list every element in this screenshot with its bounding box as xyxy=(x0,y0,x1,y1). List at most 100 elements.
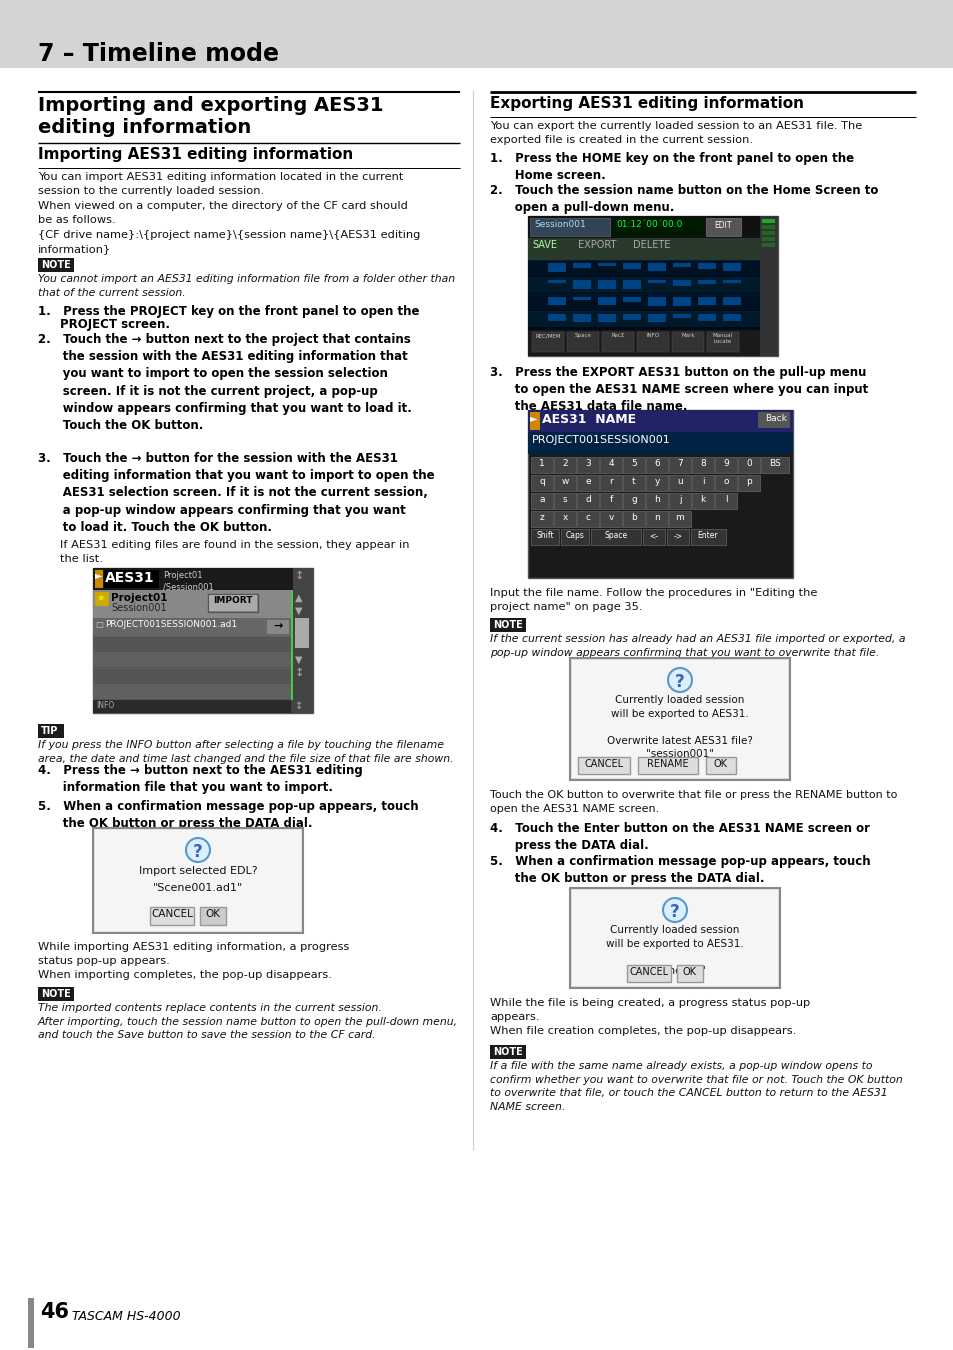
Bar xyxy=(527,310,760,327)
Bar xyxy=(672,315,690,323)
Bar xyxy=(573,279,590,289)
Text: <-: <- xyxy=(649,531,658,540)
Bar xyxy=(572,890,778,986)
Text: REC/MEM: REC/MEM xyxy=(535,333,560,338)
Bar xyxy=(622,512,644,526)
Bar xyxy=(691,475,713,491)
Text: 2: 2 xyxy=(561,459,567,468)
Text: TIP: TIP xyxy=(41,726,58,736)
Text: v: v xyxy=(608,513,613,522)
Bar xyxy=(294,618,309,648)
Bar xyxy=(577,512,598,526)
Text: p: p xyxy=(745,477,751,486)
Bar xyxy=(599,458,621,472)
Text: RecΣ: RecΣ xyxy=(611,333,624,338)
Text: You can export the currently loaded session to an AES31 file. The
exported file : You can export the currently loaded sess… xyxy=(490,122,862,146)
Text: EDIT: EDIT xyxy=(714,221,731,230)
Bar xyxy=(92,636,293,651)
Text: Shift: Shift xyxy=(536,531,554,540)
Text: 1: 1 xyxy=(538,459,544,468)
Bar xyxy=(698,297,716,306)
Text: r: r xyxy=(608,477,612,486)
Bar xyxy=(208,594,257,612)
Text: 0: 0 xyxy=(745,459,751,468)
Text: Mark: Mark xyxy=(680,333,694,338)
Text: c: c xyxy=(585,513,590,522)
Bar xyxy=(95,593,109,606)
Text: Back: Back xyxy=(764,414,786,423)
Text: Caps: Caps xyxy=(565,531,584,540)
Text: CANCEL: CANCEL xyxy=(584,759,623,769)
Text: 4: 4 xyxy=(608,459,613,468)
Bar xyxy=(527,216,778,238)
Circle shape xyxy=(186,838,210,863)
Bar xyxy=(761,238,774,242)
Text: □: □ xyxy=(95,620,103,629)
Bar xyxy=(691,493,713,509)
Text: PROJECT001SESSION001: PROJECT001SESSION001 xyxy=(532,435,670,446)
Text: PROJECT screen.: PROJECT screen. xyxy=(60,319,170,331)
Text: 5: 5 xyxy=(631,459,637,468)
Bar xyxy=(613,217,702,236)
Text: While the file is being created, a progress status pop-up
appears.
When file cre: While the file is being created, a progr… xyxy=(490,998,809,1035)
Bar xyxy=(599,512,621,526)
Bar xyxy=(527,410,792,432)
Bar xyxy=(104,570,159,589)
Bar xyxy=(92,684,293,699)
Text: o: o xyxy=(722,477,728,486)
Bar xyxy=(622,315,640,320)
Bar xyxy=(527,216,778,356)
Bar xyxy=(554,475,576,491)
Bar xyxy=(645,458,667,472)
Bar xyxy=(647,279,665,285)
Bar xyxy=(200,907,226,925)
Bar xyxy=(760,458,788,472)
Text: PROJECT001SESSION001.ad1: PROJECT001SESSION001.ad1 xyxy=(105,620,237,629)
Text: n: n xyxy=(654,513,659,522)
Text: 7: 7 xyxy=(677,459,682,468)
Text: ↕: ↕ xyxy=(294,571,304,580)
Text: If AES31 editing files are found in the session, they appear in
the list.: If AES31 editing files are found in the … xyxy=(60,540,409,563)
Bar xyxy=(527,410,792,578)
Bar xyxy=(531,493,553,509)
Bar xyxy=(760,216,778,356)
Bar xyxy=(668,512,690,526)
Text: ?: ? xyxy=(675,674,684,691)
Text: 5.   When a confirmation message pop-up appears, touch
      the OK button or pr: 5. When a confirmation message pop-up ap… xyxy=(38,801,418,830)
Text: Currently loaded session
will be exported to AES31.

"Scene001": Currently loaded session will be exporte… xyxy=(605,925,743,976)
Text: 2.   Touch the → button next to the project that contains
      the session with: 2. Touch the → button next to the projec… xyxy=(38,333,412,432)
Bar xyxy=(722,263,740,271)
Bar xyxy=(92,652,293,667)
Text: d: d xyxy=(584,495,590,504)
Text: →: → xyxy=(273,621,282,630)
Text: CANCEL: CANCEL xyxy=(629,967,668,977)
Bar xyxy=(622,475,644,491)
Bar xyxy=(698,263,716,271)
Text: ▲: ▲ xyxy=(294,593,302,603)
Bar xyxy=(95,830,301,932)
Bar xyxy=(668,493,690,509)
Text: ->: -> xyxy=(673,531,681,540)
Bar xyxy=(547,315,565,320)
Text: NOTE: NOTE xyxy=(41,261,71,270)
Bar xyxy=(645,475,667,491)
Text: If you press the INFO button after selecting a file by touching the filename
are: If you press the INFO button after selec… xyxy=(38,740,453,764)
Bar xyxy=(92,590,293,618)
Bar xyxy=(590,529,640,545)
Bar xyxy=(573,263,590,267)
Bar xyxy=(598,263,616,269)
Bar xyxy=(569,657,789,780)
Text: 4.   Touch the Enter button on the AES31 NAME screen or
      press the DATA dia: 4. Touch the Enter button on the AES31 N… xyxy=(490,822,869,852)
Text: h: h xyxy=(654,495,659,504)
Bar xyxy=(530,412,539,431)
Bar xyxy=(671,332,703,352)
Text: 8: 8 xyxy=(700,459,705,468)
Text: s: s xyxy=(562,495,567,504)
Text: ▼: ▼ xyxy=(294,655,302,666)
Bar xyxy=(691,458,713,472)
Text: k: k xyxy=(700,495,705,504)
Text: Exporting AES31 editing information: Exporting AES31 editing information xyxy=(490,96,803,111)
Bar xyxy=(690,529,725,545)
Bar xyxy=(92,590,293,701)
Text: 1.   Press the HOME key on the front panel to open the
      Home screen.: 1. Press the HOME key on the front panel… xyxy=(490,153,853,182)
